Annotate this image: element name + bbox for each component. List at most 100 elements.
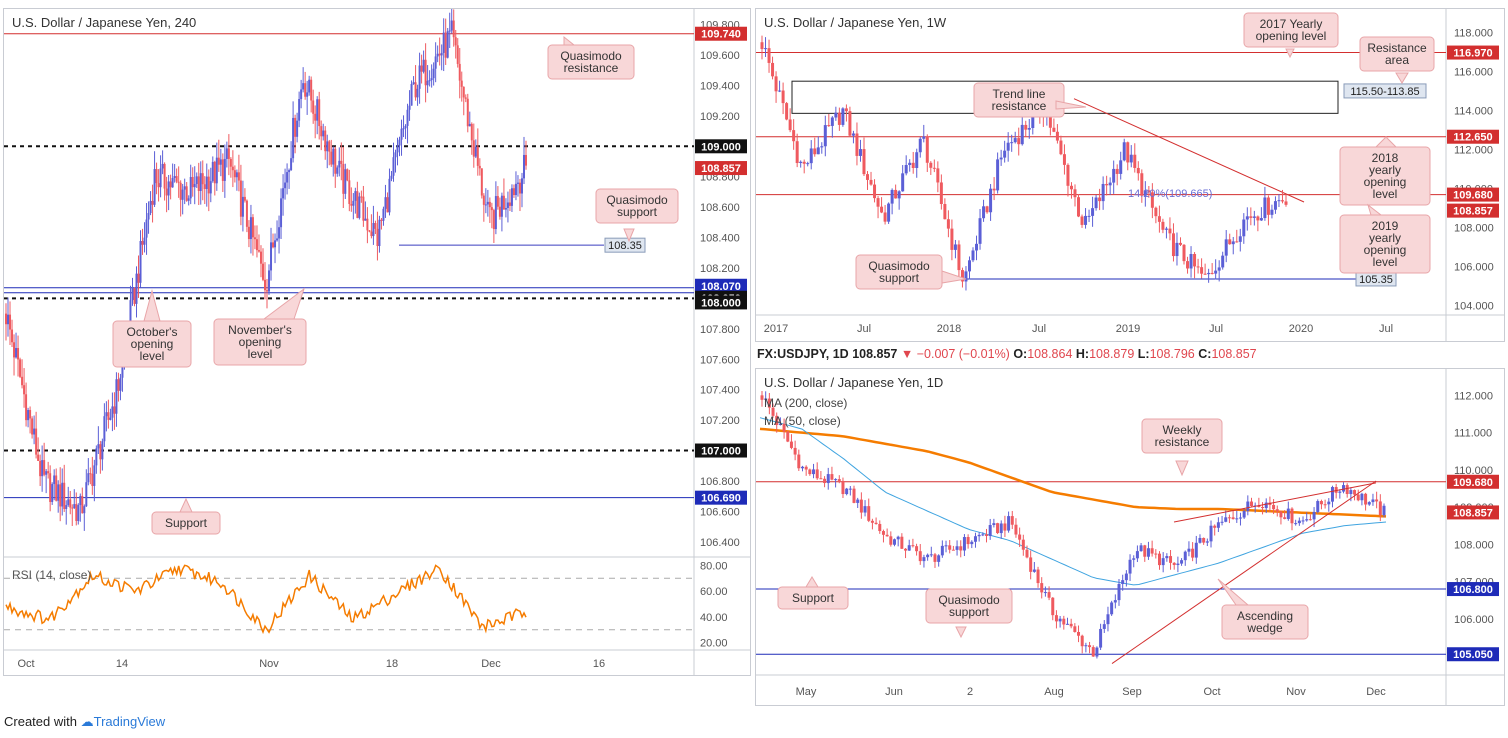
h4-candle <box>352 200 355 206</box>
h4-candle <box>183 186 186 190</box>
d1-candle <box>808 469 812 475</box>
d1-candle <box>1286 508 1290 519</box>
d1-candle <box>1342 485 1346 492</box>
w1-candle <box>939 182 943 204</box>
h4-candle <box>237 172 240 181</box>
h4-candle <box>336 167 339 174</box>
h4-candle <box>502 195 505 210</box>
h4-candle <box>398 139 401 146</box>
w1-callout-2019-open-text: opening <box>1364 243 1407 257</box>
h4-candle <box>35 428 38 455</box>
h4-candle <box>454 37 457 46</box>
d1-candle <box>937 555 941 562</box>
daily-chart-svg[interactable]: 112.000111.000110.000109.000108.000107.0… <box>756 369 1504 705</box>
h4-candle <box>63 482 66 509</box>
w1-callout-2019-open-text: level <box>1373 255 1398 269</box>
h4-chart-svg[interactable]: 109.800109.600109.400109.200109.000108.8… <box>4 9 750 675</box>
d1-callout-quasimodo-support-text: Quasimodo <box>938 593 1000 607</box>
symbol-label: FX:USDJPY, 1D <box>757 347 849 361</box>
d1-wedge-lower <box>1111 480 1377 664</box>
d1-candle <box>1261 507 1265 509</box>
h4-candle <box>420 65 423 72</box>
h4-price-0-tag-text: 109.740 <box>701 29 741 41</box>
d1-candle <box>815 469 819 479</box>
h4-candle <box>386 197 389 213</box>
w1-candle <box>1052 127 1056 132</box>
h4-candle <box>284 182 287 189</box>
d1-candle <box>948 545 952 550</box>
d1-candle <box>1032 569 1036 572</box>
w1-candle <box>1126 142 1130 163</box>
d1-candle <box>870 520 874 523</box>
d1-candle <box>1209 525 1213 542</box>
d1-candle <box>1371 499 1375 503</box>
w1-candle <box>820 146 824 148</box>
h4-chart-panel[interactable]: 109.800109.600109.400109.200109.000108.8… <box>3 8 751 676</box>
w1-candle <box>1189 254 1193 269</box>
w1-price-0-tag <box>1447 45 1499 60</box>
h4-callout-quasimodo-resistance-text: Quasimodo <box>560 49 622 63</box>
h4-candle <box>39 460 42 477</box>
w1-candle <box>992 188 996 191</box>
tradingview-logo-icon: ☁ <box>80 714 94 729</box>
d1-callout-weekly-resistance-pointer <box>1175 460 1189 477</box>
h4-candle <box>257 250 260 252</box>
d1-callout-support-pointer <box>805 576 819 588</box>
w1-candle <box>858 149 862 156</box>
d1-candle <box>1375 499 1379 502</box>
h4-candle <box>69 499 72 508</box>
w1-candle <box>802 161 806 164</box>
h4-rsi-label: RSI (14, close) <box>12 568 91 582</box>
daily-chart-panel[interactable]: 112.000111.000110.000109.000108.000107.0… <box>755 368 1505 706</box>
w1-candle <box>1259 218 1263 221</box>
h4-candle <box>522 154 525 179</box>
d1-candle <box>1176 563 1180 566</box>
d1-candle <box>1316 501 1320 512</box>
h4-candle <box>131 288 134 301</box>
d1-candle <box>1308 519 1312 521</box>
d1-candle <box>1198 537 1202 543</box>
h4-candle <box>402 128 405 130</box>
h4-candle <box>193 184 196 188</box>
h4-time-label: 14 <box>116 658 128 670</box>
d1-candle <box>1312 511 1316 520</box>
h4-candle <box>189 176 192 199</box>
d1-candle <box>1172 562 1176 566</box>
w1-callout-trend-line-box <box>973 82 1065 118</box>
change-value: −0.007 (−0.01%) <box>916 347 1010 361</box>
d1-callout-ascending-wedge-text: wedge <box>1246 621 1283 635</box>
h4-candle <box>215 157 218 184</box>
h4-candle <box>89 473 92 475</box>
h4-candle <box>356 191 359 218</box>
d1-candle <box>929 554 933 556</box>
h4-candle <box>516 182 519 184</box>
w1-candle <box>1228 239 1232 245</box>
d1-candle <box>1124 573 1128 581</box>
h4-candle <box>418 65 421 89</box>
d1-time-label: Nov <box>1286 686 1306 698</box>
h4-candle <box>85 482 88 507</box>
w1-price-2-tag <box>1447 187 1499 202</box>
w1-candle <box>1214 270 1218 274</box>
weekly-chart-panel[interactable]: 118.000116.000114.000112.000110.000108.0… <box>755 8 1505 342</box>
h4-candle <box>109 417 112 420</box>
d1-candle <box>1349 490 1353 495</box>
h4-candle <box>145 219 148 238</box>
h4-candle <box>115 379 118 414</box>
h4-candle <box>17 348 20 360</box>
h4-candle <box>498 206 501 217</box>
weekly-chart-svg[interactable]: 118.000116.000114.000112.000110.000108.0… <box>756 9 1504 341</box>
footer-brand[interactable]: TradingView <box>93 714 166 729</box>
d1-candle <box>852 488 856 503</box>
h4-candle <box>241 196 244 217</box>
h4-candle <box>77 505 80 521</box>
h4-candle <box>249 217 252 240</box>
d1-candle <box>981 534 985 536</box>
w1-candle <box>897 191 901 199</box>
w1-candle <box>1048 113 1052 128</box>
h4-candle <box>406 109 409 126</box>
d1-candle <box>764 398 768 400</box>
h4-price-tick: 108.600 <box>700 202 740 214</box>
w1-price-3-tag <box>1447 203 1499 218</box>
h4-candle <box>167 181 170 196</box>
